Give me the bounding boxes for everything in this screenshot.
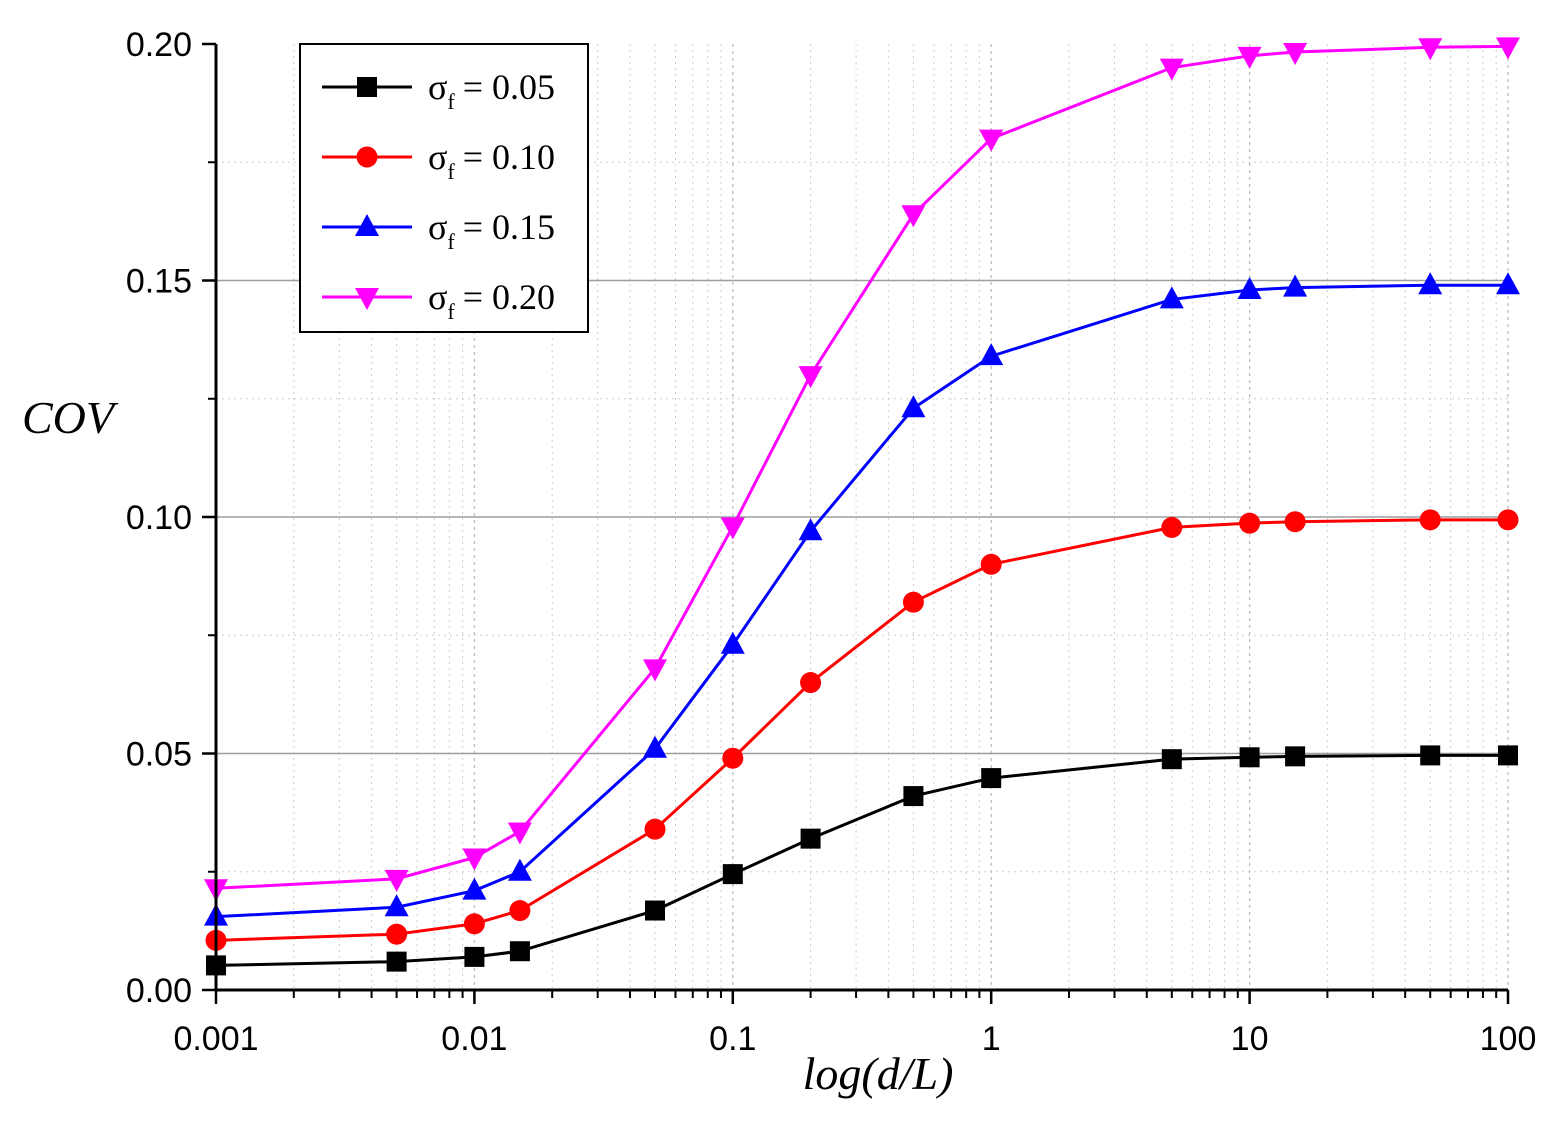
- data-point: [355, 288, 379, 310]
- data-point: [901, 395, 926, 418]
- ticks: 0.001 0.01 0.1 1 10 100 0.00 0.05 0.10 0.15 0.20: [126, 26, 1537, 1058]
- data-point: [1419, 509, 1441, 531]
- data-point: [722, 747, 744, 769]
- data-point: [903, 786, 924, 807]
- y-tick-label: 0.20: [126, 26, 192, 64]
- data-point: [1159, 58, 1184, 81]
- data-point: [1237, 46, 1262, 69]
- data-point: [720, 631, 745, 654]
- x-tick-label: 100: [1480, 1020, 1537, 1058]
- data-point: [1283, 43, 1308, 66]
- data-point: [981, 768, 1002, 789]
- x-tick-label: 0.01: [441, 1020, 507, 1058]
- data-point: [1496, 272, 1520, 295]
- data-point: [384, 869, 409, 892]
- data-point: [507, 858, 532, 881]
- data-point: [643, 659, 668, 682]
- x-tick-label: 1: [982, 1020, 1001, 1058]
- data-point: [509, 941, 530, 962]
- data-point: [798, 366, 823, 389]
- legend-item: σf = 0.20: [322, 277, 555, 324]
- data-point: [645, 900, 666, 921]
- series-line: [215, 518, 1508, 942]
- x-axis-title: log(d/L): [803, 1048, 954, 1099]
- x-tick-label: 0.1: [709, 1020, 756, 1058]
- legend-label: σf = 0.05: [428, 67, 555, 114]
- legend-item: σf = 0.05: [322, 67, 555, 114]
- data-point: [356, 146, 378, 168]
- series-triangle-down: [204, 37, 1520, 902]
- y-tick-label: 0.05: [126, 736, 192, 774]
- series-triangle-up: [204, 272, 1520, 926]
- data-point: [1497, 509, 1519, 531]
- data-point: [980, 553, 1002, 575]
- data-point: [1284, 511, 1306, 533]
- data-point: [1283, 274, 1308, 297]
- y-tick-label: 0.00: [126, 972, 192, 1010]
- data-point: [1418, 272, 1443, 295]
- data-point: [384, 894, 409, 917]
- data-point: [1498, 745, 1518, 766]
- data-point: [979, 343, 1004, 366]
- data-point: [1239, 512, 1261, 534]
- data-point: [463, 913, 485, 935]
- data-point: [902, 591, 924, 613]
- data-point: [720, 517, 745, 540]
- legend: σf = 0.05 σf = 0.10 σf = 0.15 σf = 0.20: [299, 43, 589, 333]
- data-point: [1420, 745, 1441, 766]
- grid-major: [216, 279, 1508, 755]
- legend-item: σf = 0.10: [322, 137, 555, 184]
- legend-label: σf = 0.20: [428, 277, 555, 324]
- legend-item: σf = 0.15: [322, 207, 555, 254]
- series-circle: [205, 509, 1519, 951]
- data-point: [386, 923, 408, 945]
- data-point: [901, 205, 926, 228]
- data-point: [800, 828, 821, 849]
- series-line: [215, 283, 1508, 919]
- data-point: [386, 951, 407, 972]
- data-point: [462, 877, 487, 900]
- data-point: [355, 214, 379, 236]
- data-point: [1159, 286, 1184, 309]
- legend-box: [299, 43, 589, 333]
- x-tick-label: 10: [1231, 1020, 1269, 1058]
- data-point: [979, 129, 1004, 152]
- data-point: [1161, 516, 1183, 538]
- data-point: [643, 735, 668, 758]
- data-point: [722, 864, 743, 885]
- data-point: [357, 77, 377, 97]
- data-point: [509, 900, 531, 922]
- data-point: [1496, 37, 1520, 60]
- data-point: [800, 672, 822, 694]
- y-tick-label: 0.10: [126, 499, 192, 537]
- data-point: [1239, 747, 1260, 768]
- data-point: [1285, 746, 1306, 767]
- data-point: [1418, 38, 1443, 61]
- data-point: [464, 946, 485, 967]
- data-point: [462, 848, 487, 871]
- data-point: [1237, 276, 1262, 299]
- series-layer: [204, 37, 1520, 976]
- data-point: [644, 818, 666, 840]
- legend-label: σf = 0.10: [428, 137, 555, 184]
- data-point: [1161, 749, 1182, 770]
- data-point: [507, 822, 532, 845]
- y-tick-label: 0.15: [126, 263, 192, 301]
- data-point: [798, 518, 823, 541]
- legend-label: σf = 0.15: [428, 207, 555, 254]
- y-axis-title: COV: [22, 392, 119, 443]
- x-tick-label: 0.001: [173, 1020, 258, 1058]
